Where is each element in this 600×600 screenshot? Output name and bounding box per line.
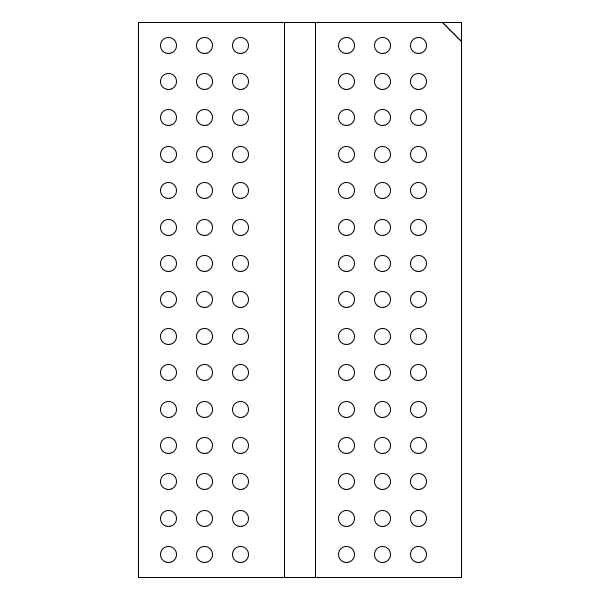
hole: [338, 73, 355, 90]
hole: [196, 37, 213, 54]
hole: [374, 73, 391, 90]
hole: [374, 473, 391, 490]
hole: [374, 219, 391, 236]
hole: [232, 109, 249, 126]
hole: [338, 546, 355, 563]
hole: [410, 109, 427, 126]
center-strip: [284, 22, 316, 578]
hole: [232, 364, 249, 381]
hole: [338, 109, 355, 126]
hole: [338, 219, 355, 236]
hole: [410, 146, 427, 163]
hole: [196, 328, 213, 345]
hole: [196, 364, 213, 381]
corner-flag: [442, 22, 462, 42]
hole: [410, 510, 427, 527]
hole: [232, 219, 249, 236]
hole: [374, 37, 391, 54]
hole: [232, 182, 249, 199]
hole: [374, 146, 391, 163]
hole: [196, 437, 213, 454]
hole: [410, 73, 427, 90]
hole: [196, 473, 213, 490]
hole: [410, 255, 427, 272]
hole: [338, 182, 355, 199]
hole: [160, 510, 177, 527]
hole: [410, 401, 427, 418]
perforated-panel-diagram: [0, 0, 600, 600]
hole: [160, 291, 177, 308]
hole: [374, 510, 391, 527]
hole: [338, 146, 355, 163]
hole: [410, 328, 427, 345]
hole: [232, 473, 249, 490]
hole: [232, 73, 249, 90]
hole: [374, 291, 391, 308]
hole: [160, 437, 177, 454]
hole: [196, 255, 213, 272]
hole: [196, 546, 213, 563]
hole: [374, 437, 391, 454]
hole: [196, 146, 213, 163]
hole: [160, 73, 177, 90]
hole: [410, 182, 427, 199]
hole: [160, 219, 177, 236]
hole: [338, 291, 355, 308]
hole: [374, 182, 391, 199]
hole: [196, 109, 213, 126]
hole: [374, 401, 391, 418]
hole: [338, 510, 355, 527]
hole: [374, 328, 391, 345]
hole: [232, 146, 249, 163]
hole: [374, 255, 391, 272]
hole: [160, 109, 177, 126]
hole: [160, 255, 177, 272]
hole: [410, 291, 427, 308]
hole: [160, 328, 177, 345]
hole: [232, 437, 249, 454]
hole: [160, 182, 177, 199]
hole: [196, 291, 213, 308]
hole: [160, 473, 177, 490]
hole: [374, 109, 391, 126]
hole: [374, 364, 391, 381]
hole: [196, 182, 213, 199]
hole: [338, 437, 355, 454]
hole: [232, 291, 249, 308]
hole: [338, 37, 355, 54]
hole: [232, 546, 249, 563]
hole: [410, 437, 427, 454]
hole: [160, 37, 177, 54]
hole: [410, 364, 427, 381]
hole: [338, 328, 355, 345]
hole: [232, 37, 249, 54]
hole: [160, 546, 177, 563]
hole: [374, 546, 391, 563]
hole: [410, 473, 427, 490]
hole: [160, 146, 177, 163]
hole: [196, 510, 213, 527]
hole: [196, 73, 213, 90]
hole: [232, 401, 249, 418]
hole: [410, 37, 427, 54]
hole: [196, 219, 213, 236]
hole: [338, 401, 355, 418]
hole: [338, 364, 355, 381]
hole: [160, 364, 177, 381]
hole: [338, 473, 355, 490]
hole: [160, 401, 177, 418]
hole: [232, 328, 249, 345]
hole: [338, 255, 355, 272]
hole: [232, 510, 249, 527]
hole: [232, 255, 249, 272]
hole: [196, 401, 213, 418]
hole: [410, 219, 427, 236]
hole: [410, 546, 427, 563]
